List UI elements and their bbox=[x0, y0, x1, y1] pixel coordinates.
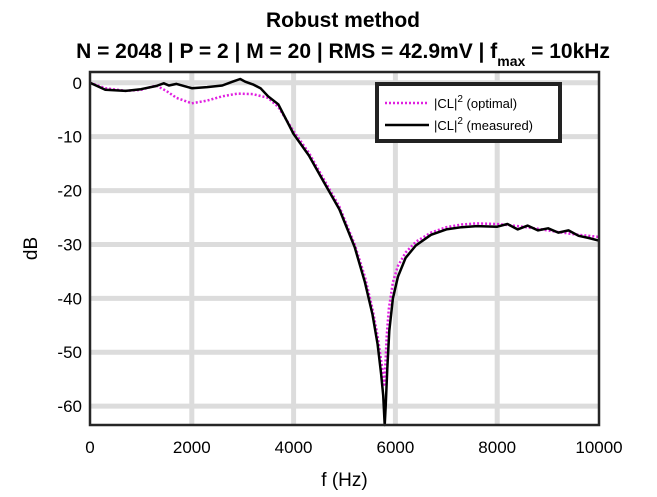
x-tick-label: 2000 bbox=[173, 438, 211, 457]
y-tick-label: -40 bbox=[57, 289, 82, 308]
x-tick-label: 0 bbox=[85, 438, 94, 457]
legend-box bbox=[375, 82, 562, 143]
subtitle-subscript: max bbox=[497, 53, 525, 69]
x-tick-label: 6000 bbox=[376, 438, 414, 457]
y-tick-label: -60 bbox=[57, 397, 82, 416]
y-tick-label: -30 bbox=[57, 235, 82, 254]
subtitle-prefix: N = 2048 | P = 2 | M = 20 | RMS = 42.9mV… bbox=[76, 40, 498, 63]
legend-label: |CL|2 (optimal) bbox=[434, 94, 517, 111]
axes-frame bbox=[88, 70, 601, 427]
y-tick-label: -50 bbox=[57, 343, 82, 362]
chart-subtitle: N = 2048 | P = 2 | M = 20 | RMS = 42.9mV… bbox=[76, 40, 610, 69]
legend-label: |CL|2 (measured) bbox=[434, 116, 533, 133]
chart-title: Robust method bbox=[266, 9, 420, 32]
series-line-measured bbox=[89, 77, 600, 427]
series-layer bbox=[89, 77, 600, 427]
series-line-optimal bbox=[89, 81, 600, 386]
y-axis-label: dB bbox=[21, 237, 42, 260]
legend: |CL|2 (optimal) |CL|2 (measured) bbox=[375, 82, 562, 143]
x-axis-label: f (Hz) bbox=[321, 470, 367, 491]
y-tick-label: -20 bbox=[57, 182, 82, 201]
x-tick-label: 4000 bbox=[275, 438, 313, 457]
tick-labels: 0 2000 4000 6000 8000 10000 0 -10 -20 -30 -40 -50 -6… bbox=[57, 74, 622, 457]
x-tick-label: 8000 bbox=[478, 438, 516, 457]
y-tick-label: 0 bbox=[73, 74, 82, 93]
subtitle-suffix: = 10kHz bbox=[525, 40, 610, 63]
grid-lines bbox=[90, 72, 599, 425]
y-tick-label: -10 bbox=[57, 128, 82, 147]
x-tick-label: 10000 bbox=[575, 438, 622, 457]
